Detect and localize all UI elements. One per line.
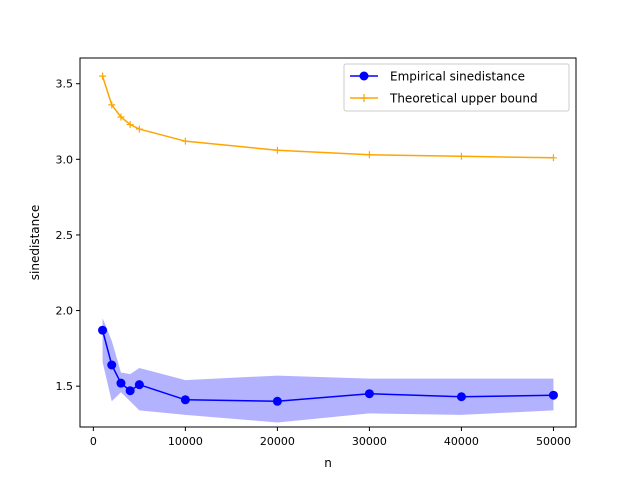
series-1-point: [273, 146, 281, 154]
x-axis-ticks: 0 10000 20000 30000 40000 50000: [90, 427, 571, 448]
series-1-point: [365, 151, 373, 159]
series-0-point: [272, 396, 282, 406]
legend-box: [343, 63, 570, 112]
x-tick-label: 40000: [444, 435, 479, 448]
series-1-point: [126, 121, 134, 129]
series-1-point: [117, 113, 125, 121]
y-tick-label: 3.0: [56, 153, 74, 166]
series-0-point: [364, 389, 374, 399]
legend: Empirical sinedistance Theoretical upper…: [343, 63, 570, 112]
series-0-line: [101, 330, 554, 403]
x-tick-label: 20000: [260, 435, 295, 448]
series-0-point: [456, 392, 466, 402]
x-tick-label: 50000: [536, 435, 571, 448]
y-tick-label: 2.0: [56, 305, 74, 318]
series-1-point: [549, 154, 557, 162]
series-0-point: [98, 325, 108, 335]
series-1-point: [135, 125, 143, 133]
series-markers: [98, 72, 558, 406]
series-1-point: [181, 137, 189, 145]
x-axis-label: n: [324, 456, 332, 470]
y-tick-label: 3.5: [56, 78, 74, 91]
legend-label-empirical: Empirical sinedistance: [390, 70, 525, 84]
y-axis-label: sinedistance: [28, 205, 42, 280]
series-0-point: [125, 386, 135, 396]
series-0-point: [134, 380, 144, 390]
y-tick-label: 1.5: [56, 380, 74, 393]
series-lines: [101, 75, 554, 403]
series-1-line: [101, 75, 554, 159]
legend-marker-theoretical: [360, 94, 368, 102]
plot-frame: [79, 57, 577, 428]
series-1-point: [457, 152, 465, 160]
x-tick-label: 0: [90, 435, 97, 448]
x-tick-label: 30000: [352, 435, 387, 448]
x-tick-label: 10000: [168, 435, 203, 448]
series-0-point: [116, 378, 126, 388]
legend-label-theoretical: Theoretical upper bound: [389, 92, 538, 106]
series-0-point: [548, 390, 558, 400]
series-1-point: [108, 101, 116, 109]
series-0-point: [180, 395, 190, 405]
series-1-point: [99, 72, 107, 80]
series-0-point: [107, 360, 117, 370]
plot-area: [80, 58, 576, 427]
y-tick-label: 2.5: [56, 229, 74, 242]
legend-marker-empirical: [359, 71, 369, 81]
y-axis-ticks: 1.5 2.0 2.5 3.0 3.5: [56, 78, 80, 393]
